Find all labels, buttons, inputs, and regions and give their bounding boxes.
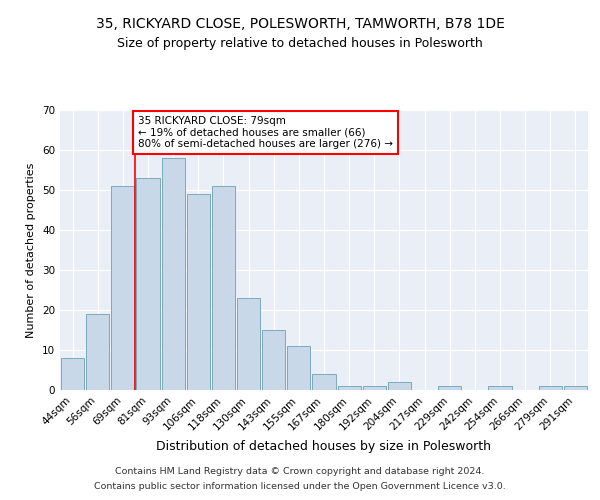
Y-axis label: Number of detached properties: Number of detached properties [26,162,37,338]
Bar [237,298,260,390]
Bar [111,186,134,390]
Bar [388,382,411,390]
Bar [438,386,461,390]
Bar [86,314,109,390]
Bar [488,386,512,390]
Text: Size of property relative to detached houses in Polesworth: Size of property relative to detached ho… [117,38,483,51]
Bar [338,386,361,390]
Bar [262,330,285,390]
X-axis label: Distribution of detached houses by size in Polesworth: Distribution of detached houses by size … [157,440,491,453]
Text: 35, RICKYARD CLOSE, POLESWORTH, TAMWORTH, B78 1DE: 35, RICKYARD CLOSE, POLESWORTH, TAMWORTH… [95,18,505,32]
Bar [61,358,84,390]
Bar [136,178,160,390]
Bar [363,386,386,390]
Bar [287,346,310,390]
Text: Contains public sector information licensed under the Open Government Licence v3: Contains public sector information licen… [94,482,506,491]
Bar [187,194,210,390]
Bar [564,386,587,390]
Bar [212,186,235,390]
Text: Contains HM Land Registry data © Crown copyright and database right 2024.: Contains HM Land Registry data © Crown c… [115,467,485,476]
Text: 35 RICKYARD CLOSE: 79sqm
← 19% of detached houses are smaller (66)
80% of semi-d: 35 RICKYARD CLOSE: 79sqm ← 19% of detach… [138,116,393,149]
Bar [313,374,335,390]
Bar [539,386,562,390]
Bar [161,158,185,390]
